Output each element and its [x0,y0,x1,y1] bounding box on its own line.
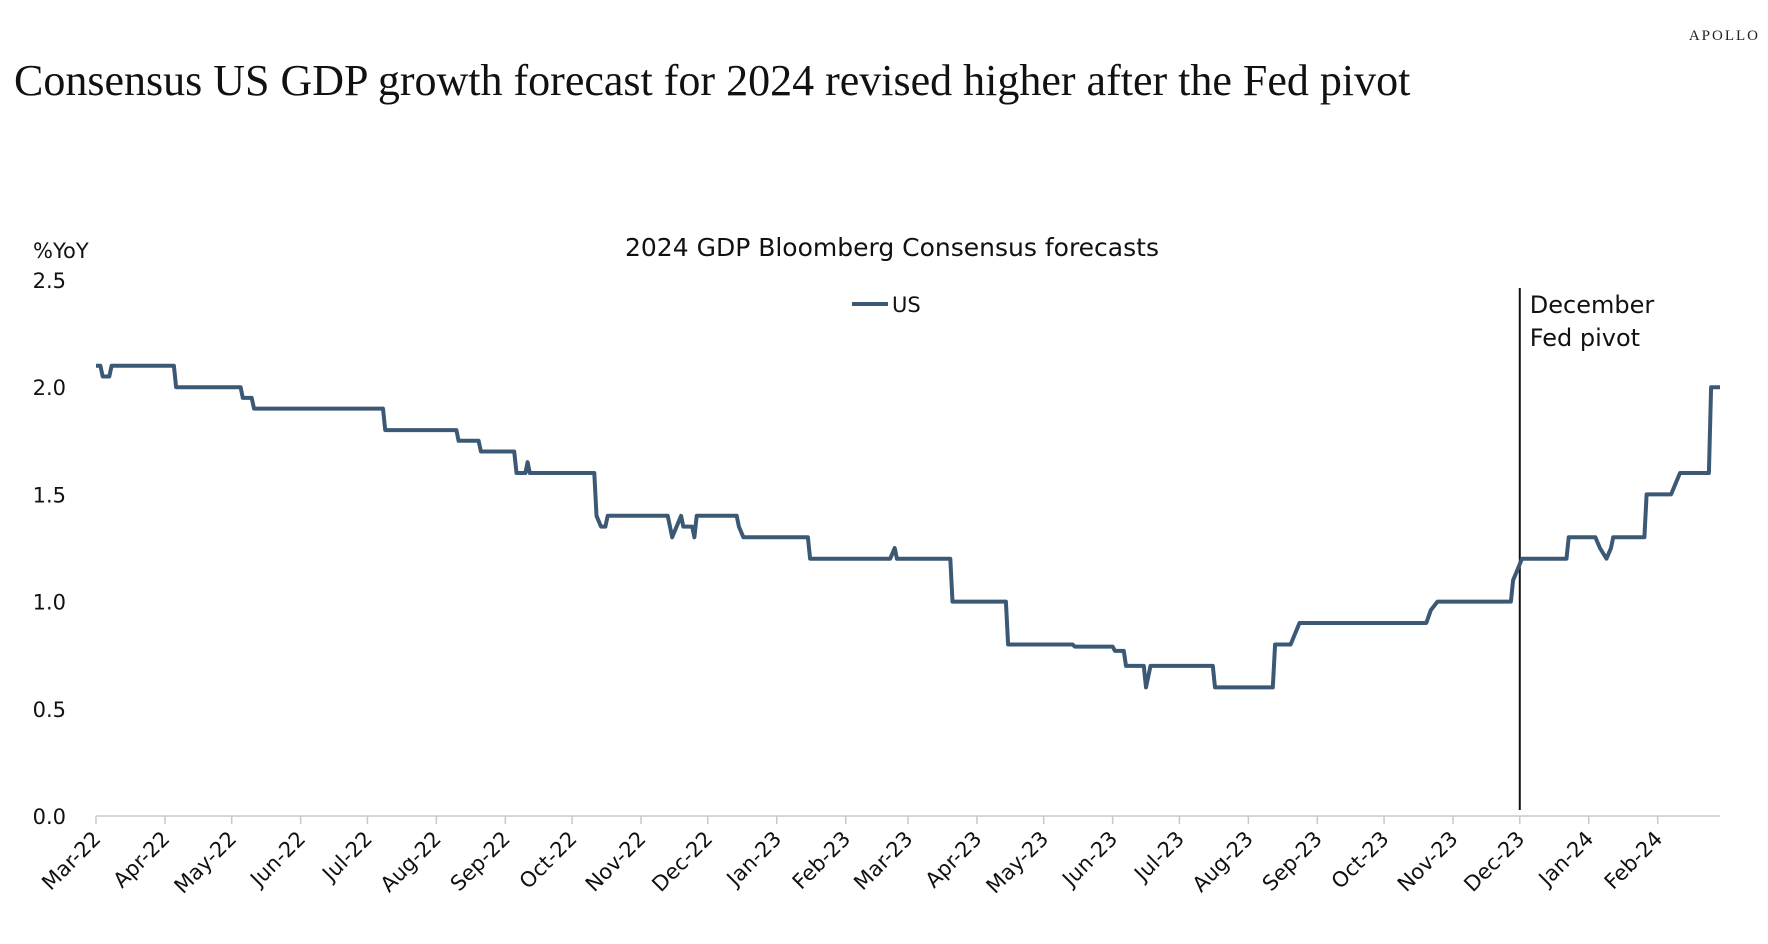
series-line-us [96,363,1720,690]
x-tick-label: Sep-23 [1258,827,1327,896]
fed-pivot-annotation: December Fed pivot [1518,288,1655,810]
x-tick-label: Mar-22 [37,827,105,895]
legend: US [852,293,921,317]
y-tick-label: 2.0 [33,376,66,400]
x-tick-label: Oct-22 [515,827,582,894]
x-tick-label: Apr-23 [921,827,987,893]
y-tick-label: 1.5 [33,483,66,507]
chart-title: 2024 GDP Bloomberg Consensus forecasts [625,233,1159,262]
x-tick-label: Aug-22 [376,827,446,897]
y-tick-label: 2.5 [33,269,66,293]
brand-logo-text: APOLLO [1688,28,1760,44]
x-tick-label: Jan-24 [1533,827,1599,893]
y-axis-label: %YoY [33,239,89,263]
x-tick-label: Apr-22 [109,827,175,893]
x-tick-label: Mar-23 [849,827,917,895]
x-tick-label: Jun-23 [1056,827,1122,893]
x-tick-label: Aug-23 [1188,827,1258,897]
x-tick-label: Jul-23 [1128,827,1189,888]
y-tick-label: 0.0 [33,805,66,829]
series-lines [96,363,1720,690]
x-tick-label: Dec-23 [1459,827,1529,897]
y-axis: 0.0 0.5 1.0 1.5 2.0 2.5 [33,269,66,829]
x-tick-label: Dec-22 [647,827,717,897]
y-tick-label: 0.5 [33,698,66,722]
fed-pivot-label-line2: Fed pivot [1530,324,1640,352]
x-tick-label: Jun-22 [244,827,310,893]
y-tick-label: 1.0 [33,591,66,615]
x-tick-label: Feb-23 [788,827,856,895]
page-title: Consensus US GDP growth forecast for 202… [14,56,1411,105]
x-tick-label: Nov-23 [1393,827,1463,897]
x-tick-label: Jan-23 [721,827,787,893]
legend-label: US [892,293,921,317]
x-tick-label: Nov-22 [581,827,651,897]
fed-pivot-label-line1: December [1530,291,1655,319]
x-tick-label: May-22 [170,827,242,899]
x-tick-label: Feb-24 [1600,827,1668,895]
x-tick-label: Jul-22 [316,827,377,888]
x-tick-label: Sep-22 [446,827,515,896]
x-tick-label: Oct-23 [1327,827,1394,894]
x-tick-label: May-23 [982,827,1054,899]
